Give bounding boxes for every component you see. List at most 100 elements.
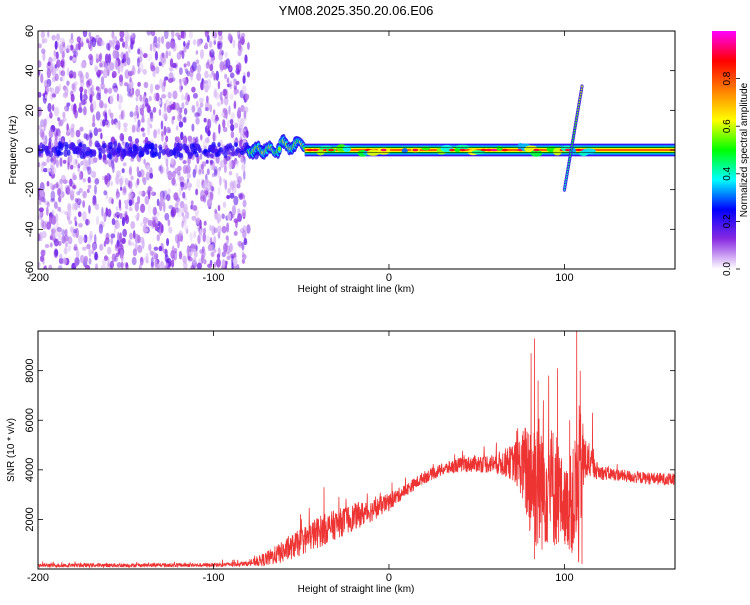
spectrogram-noise-speck xyxy=(216,213,222,223)
spectrogram-noise-speck xyxy=(177,113,182,122)
spectrogram-noise-speck xyxy=(225,58,231,69)
spectrogram-noise-speck xyxy=(38,60,42,68)
spectrogram-noise-speck xyxy=(50,198,56,203)
spectrogram-noise-speck xyxy=(122,41,126,48)
spectrogram-noise-speck xyxy=(208,73,214,79)
spectrogram-noise-speck xyxy=(78,171,82,181)
spectrogram-noise-speck xyxy=(94,66,99,73)
spectrogram-noise-speck xyxy=(164,113,168,122)
spectrogram-noise-speck xyxy=(51,34,56,41)
spectrogram-noise-speck xyxy=(237,31,241,40)
spectrogram-noise-speck xyxy=(226,222,230,233)
spectrogram-noise-speck xyxy=(66,123,69,131)
spectrogram-noise-speck xyxy=(80,79,85,88)
spectrogram-noise-speck xyxy=(53,183,59,189)
spectrogram-noise-speck xyxy=(195,117,200,125)
spectrogram-noise-speck xyxy=(129,70,134,75)
spectrogram-noise-speck xyxy=(191,123,195,132)
spectrogram-noise-speck xyxy=(202,80,206,85)
colorbar-label: Normalized spectral amplitude xyxy=(739,82,750,217)
spectrogram-noise-speck xyxy=(92,100,97,111)
spectrogram-noise-speck xyxy=(209,63,214,72)
spectrogram-noise-speck xyxy=(200,134,203,141)
spectrogram-noise-speck xyxy=(115,243,120,249)
spectrogram-noise-speck xyxy=(47,61,51,67)
spectrogram-noise-speck xyxy=(58,140,62,148)
spectrogram-noise-speck xyxy=(146,164,151,172)
spectrogram-noise-speck xyxy=(153,246,159,251)
spectrogram-noise-speck xyxy=(86,243,91,250)
spectrogram-noise-speck xyxy=(109,260,115,269)
spectrogram-noise-speck xyxy=(219,61,225,71)
spectrogram-noise-speck xyxy=(107,209,111,216)
spectrogram-noise-speck xyxy=(233,100,237,110)
spectrogram-carrier-blob xyxy=(552,147,562,156)
spectrogram-noise-speck xyxy=(199,97,204,103)
spectrogram-noise-speck xyxy=(203,149,208,154)
spectrogram-marks xyxy=(38,31,675,269)
spectrogram-noise-speck xyxy=(229,192,235,199)
spectrogram-noise-speck xyxy=(158,108,162,116)
spectrogram-noise-speck xyxy=(134,201,139,212)
spectrogram-noise-speck xyxy=(165,171,169,177)
spectrogram-noise-speck xyxy=(46,157,50,163)
spectrogram-noise-speck xyxy=(233,195,239,206)
spectrogram-noise-speck xyxy=(229,181,235,191)
spectrogram-noise-speck xyxy=(93,127,99,137)
spectrogram-noise-speck xyxy=(60,58,66,69)
spectrogram-noise-speck xyxy=(183,63,187,68)
spectrogram-noise-speck xyxy=(210,57,214,66)
spectrogram-noise-speck xyxy=(150,65,156,72)
spectrogram-noise-speck xyxy=(205,95,209,103)
spectrogram-noise-speck xyxy=(61,229,65,236)
spectrogram-noise-speck xyxy=(50,164,54,176)
spectrogram-noise-speck xyxy=(211,225,216,236)
spectrogram-noise-speck xyxy=(156,234,160,242)
spectrogram-noise-speck xyxy=(174,167,178,174)
spectrogram-noise-speck xyxy=(119,177,123,187)
spectrogram-carrier-blob xyxy=(401,148,408,154)
spectrogram-carrier-blob xyxy=(342,145,352,153)
spectrogram-noise-speck xyxy=(103,87,108,94)
spectrogram-noise-speck xyxy=(229,118,234,125)
spectrogram-noise-speck xyxy=(79,126,84,132)
spectrogram-noise-speck xyxy=(154,84,160,91)
spectrogram-noise-speck xyxy=(229,72,235,79)
spectrogram-noise-speck xyxy=(61,59,65,66)
spectrogram-noise-speck xyxy=(233,87,238,96)
spectrogram-noise-speck xyxy=(109,94,114,105)
spectrogram-noise-speck xyxy=(237,40,242,51)
spectrogram-noise-speck xyxy=(163,78,166,88)
spectrogram-noise-speck xyxy=(47,31,50,38)
spectrogram-noise-speck xyxy=(217,168,220,179)
spectrogram-noise-speck xyxy=(243,110,247,120)
spectrogram-noise-speck xyxy=(220,97,224,105)
spectrogram-noise-speck xyxy=(205,136,210,144)
spectrogram-noise-speck xyxy=(185,164,190,174)
spectrogram-noise-speck xyxy=(140,127,145,132)
spectrogram-noise-speck xyxy=(82,178,86,183)
spectrogram-noise-speck xyxy=(152,106,157,113)
spectrogram-noise-speck xyxy=(183,203,188,213)
spectrogram-noise-speck xyxy=(54,106,60,117)
spectrogram-noise-speck xyxy=(199,228,203,239)
spectrogram-noise-speck xyxy=(76,36,81,43)
spectrogram-noise-speck xyxy=(211,70,215,76)
spectrogram-noise-speck xyxy=(95,86,100,91)
spectrogram-noise-speck xyxy=(159,146,163,154)
spectrogram-noise-speck xyxy=(203,180,208,191)
spectrogram-noise-speck xyxy=(39,129,45,138)
spectrogram-noise-speck xyxy=(149,172,154,179)
spectrogram-noise-speck xyxy=(167,188,172,194)
spectrogram-noise-speck xyxy=(197,106,202,117)
spectrogram-noise-speck xyxy=(217,247,221,254)
spectrogram-noise-speck xyxy=(158,245,163,252)
spectrogram-noise-speck xyxy=(135,88,141,97)
spectrogram-noise-speck xyxy=(94,140,100,148)
spectrogram-noise-speck xyxy=(104,53,109,64)
spectrogram-noise-speck xyxy=(162,113,166,119)
spectrogram-noise-speck xyxy=(195,50,199,55)
spectrogram-noise-speck xyxy=(214,92,220,100)
spectrogram-noise-speck xyxy=(55,213,59,223)
spectrogram-noise-speck xyxy=(148,95,152,102)
